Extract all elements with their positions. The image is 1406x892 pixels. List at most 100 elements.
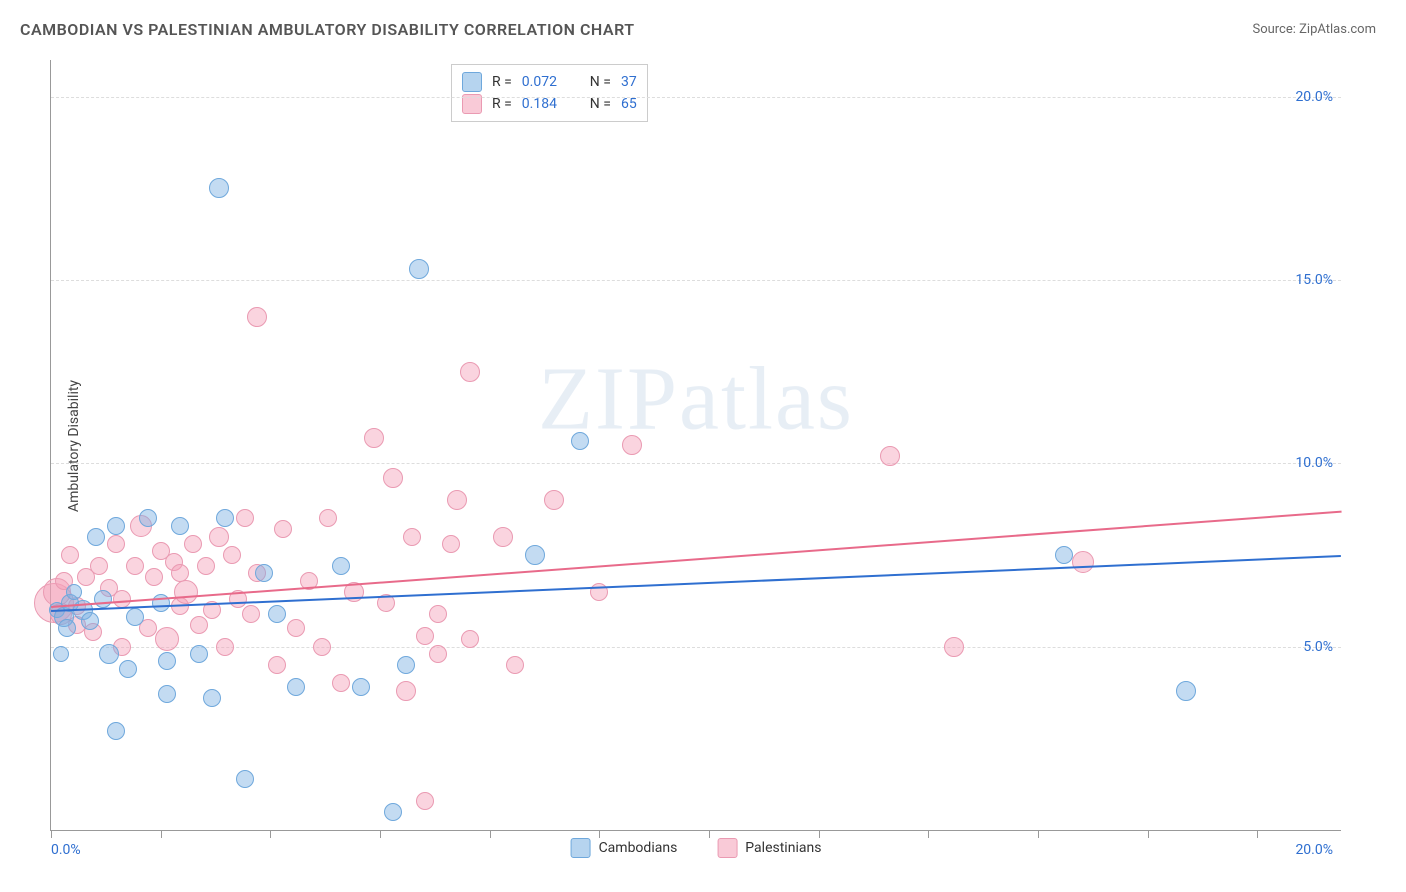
data-point	[190, 616, 208, 634]
data-point	[107, 722, 125, 740]
data-point	[403, 528, 421, 546]
data-point	[94, 590, 112, 608]
data-point	[236, 770, 254, 788]
data-point	[319, 509, 337, 527]
data-point	[113, 590, 131, 608]
watermark-part1: ZIP	[538, 349, 679, 448]
legend-item-a: Cambodians	[571, 838, 678, 858]
data-point	[145, 568, 163, 586]
data-point	[352, 678, 370, 696]
data-point	[209, 178, 229, 198]
x-tick	[380, 830, 381, 838]
data-point	[416, 627, 434, 645]
data-point	[944, 637, 964, 657]
legend-label-b: Palestinians	[745, 840, 821, 856]
data-point	[544, 490, 564, 510]
data-point	[184, 535, 202, 553]
gridline	[51, 280, 1341, 281]
trend-line-a	[51, 555, 1341, 612]
r-value-a: 0.072	[522, 71, 572, 93]
x-tick	[819, 830, 820, 838]
data-point	[247, 307, 267, 327]
x-tick	[709, 830, 710, 838]
gridline	[51, 647, 1341, 648]
legend-item-b: Palestinians	[717, 838, 821, 858]
data-point	[152, 594, 170, 612]
data-point	[87, 528, 105, 546]
data-point	[190, 645, 208, 663]
data-point	[107, 517, 125, 535]
data-point	[216, 509, 234, 527]
data-point	[493, 527, 513, 547]
source-attribution: Source: ZipAtlas.com	[1252, 22, 1376, 37]
data-point	[268, 656, 286, 674]
data-point	[158, 652, 176, 670]
stats-legend: R = 0.072 N = 37 R = 0.184 N = 65	[451, 64, 648, 122]
data-point	[197, 557, 215, 575]
data-point	[332, 557, 350, 575]
data-point	[255, 564, 273, 582]
gridline	[51, 463, 1341, 464]
data-point	[223, 546, 241, 564]
y-tick-label: 10.0%	[1295, 455, 1333, 471]
data-point	[332, 674, 350, 692]
x-max-label: 20.0%	[1295, 842, 1333, 858]
data-point	[364, 428, 384, 448]
data-point	[66, 584, 82, 600]
x-tick	[270, 830, 271, 838]
data-point	[268, 605, 286, 623]
data-point	[525, 545, 545, 565]
x-tick	[51, 830, 52, 838]
data-point	[158, 685, 176, 703]
data-point	[209, 527, 229, 547]
data-point	[396, 681, 416, 701]
swatch-cambodians	[571, 838, 591, 858]
data-point	[460, 362, 480, 382]
swatch-cambodians	[462, 72, 482, 92]
source-label: Source:	[1252, 22, 1299, 37]
data-point	[1072, 551, 1094, 573]
y-tick-label: 20.0%	[1295, 89, 1333, 105]
data-point	[61, 546, 79, 564]
n-value-a: 37	[621, 71, 637, 93]
watermark-part2: atlas	[679, 349, 854, 448]
x-tick	[1257, 830, 1258, 838]
data-point	[81, 612, 99, 630]
data-point	[429, 605, 447, 623]
data-point	[397, 656, 415, 674]
data-point	[216, 638, 234, 656]
data-point	[447, 490, 467, 510]
n-label: N =	[590, 71, 611, 93]
x-tick	[490, 830, 491, 838]
data-point	[1055, 546, 1073, 564]
stats-row-a: R = 0.072 N = 37	[462, 71, 637, 93]
data-point	[571, 432, 589, 450]
x-tick	[599, 830, 600, 838]
x-min-label: 0.0%	[51, 842, 81, 858]
data-point	[119, 660, 137, 678]
scatter-plot-area: ZIPatlas R = 0.072 N = 37 R = 0.184 N = …	[50, 60, 1341, 831]
source-name: ZipAtlas.com	[1299, 22, 1376, 37]
data-point	[409, 259, 429, 279]
x-tick	[1038, 830, 1039, 838]
legend-label-a: Cambodians	[599, 840, 678, 856]
data-point	[880, 446, 900, 466]
data-point	[171, 517, 189, 535]
data-point	[287, 678, 305, 696]
data-point	[274, 520, 292, 538]
data-point	[203, 689, 221, 707]
x-tick	[1148, 830, 1149, 838]
chart-title: CAMBODIAN VS PALESTINIAN AMBULATORY DISA…	[20, 20, 635, 39]
data-point	[139, 509, 157, 527]
data-point	[58, 619, 76, 637]
data-point	[155, 627, 179, 651]
data-point	[442, 535, 460, 553]
data-point	[90, 557, 108, 575]
bottom-legend: Cambodians Palestinians	[571, 838, 822, 858]
data-point	[416, 792, 434, 810]
data-point	[242, 605, 260, 623]
data-point	[429, 645, 447, 663]
data-point	[107, 535, 125, 553]
data-point	[236, 509, 254, 527]
swatch-palestinians	[717, 838, 737, 858]
